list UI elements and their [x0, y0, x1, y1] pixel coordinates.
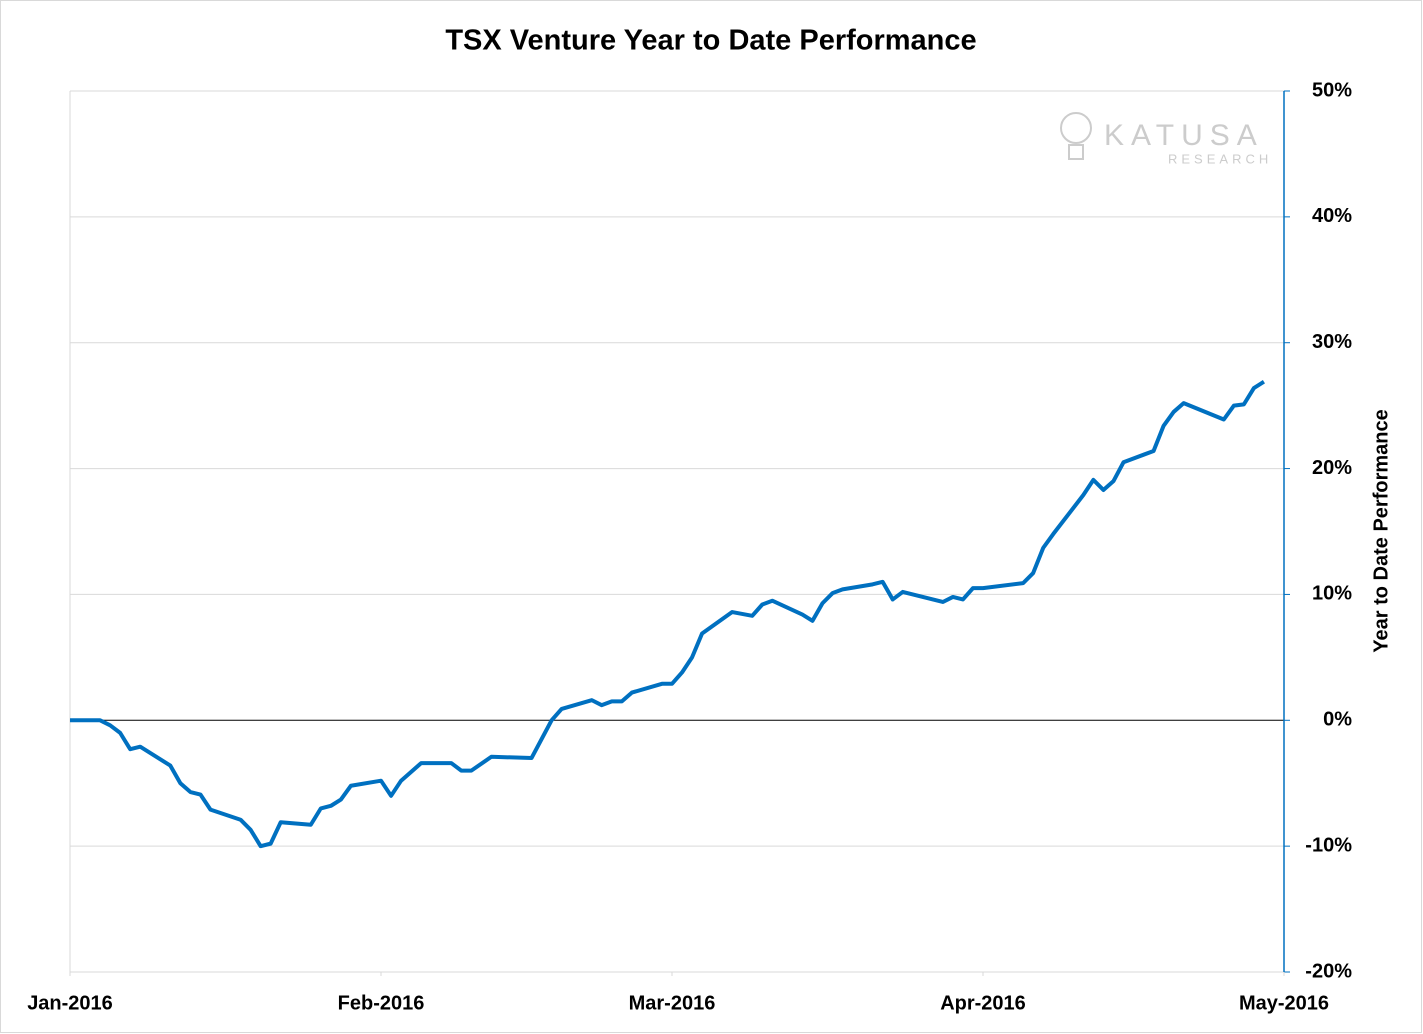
y-tick-label: -10% — [1305, 834, 1352, 856]
watermark-name: KATUSA — [1104, 119, 1264, 152]
watermark: KATUSA RESEARCH — [1060, 112, 1272, 166]
y-tick-label: 0% — [1323, 709, 1352, 731]
y-tick-label: 10% — [1312, 583, 1352, 605]
x-tick-label: Mar-2016 — [629, 992, 716, 1014]
y-axis-title: Year to Date Performance — [1370, 409, 1392, 652]
x-tick-label: Apr-2016 — [940, 992, 1026, 1014]
x-tick-label: May-2016 — [1239, 992, 1329, 1014]
y-tick-label: 50% — [1312, 79, 1352, 101]
y-tick-label: 40% — [1312, 205, 1352, 227]
watermark-icon-base — [1068, 144, 1084, 160]
x-tick-label: Feb-2016 — [338, 992, 425, 1014]
y-tick-label: 30% — [1312, 331, 1352, 353]
x-tick-label: Jan-2016 — [27, 992, 113, 1014]
series-line — [70, 380, 1265, 849]
chart-title: TSX Venture Year to Date Performance — [445, 25, 976, 57]
y-tick-label: 20% — [1312, 457, 1352, 479]
watermark-sub: RESEARCH — [1168, 151, 1272, 166]
y-tick-label: -20% — [1305, 960, 1352, 982]
watermark-icon — [1060, 112, 1092, 144]
